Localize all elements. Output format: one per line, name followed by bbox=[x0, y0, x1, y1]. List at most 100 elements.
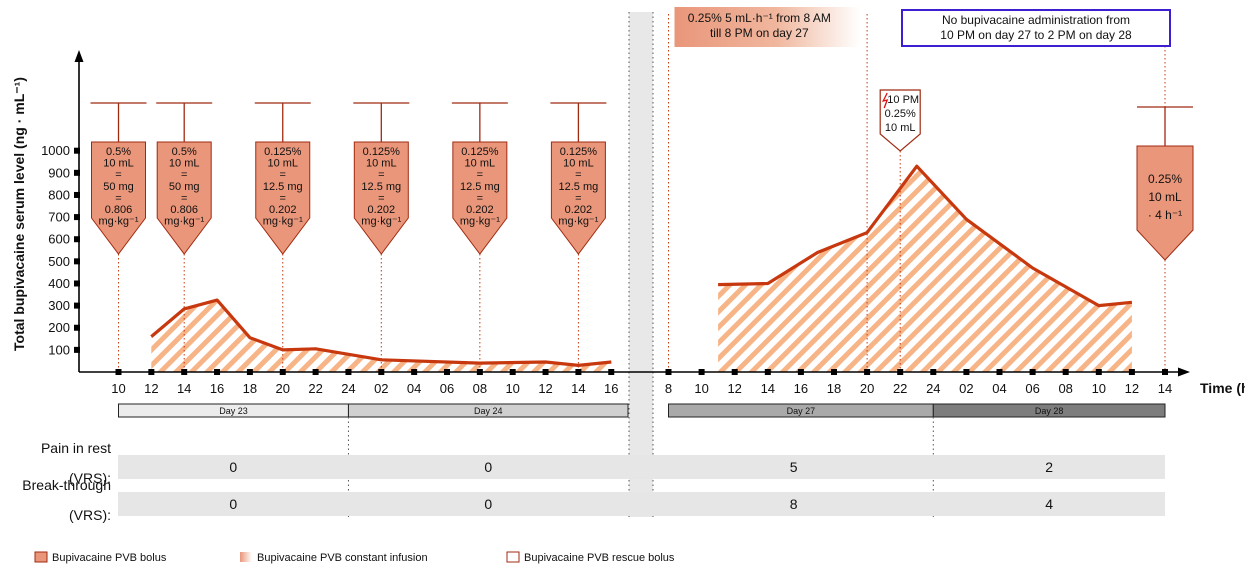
y-tick-label: 500 bbox=[48, 254, 70, 269]
x-tick-label: 16 bbox=[210, 381, 224, 396]
bolus-text: mg·kg⁻¹ bbox=[460, 216, 500, 228]
pain-value: 0 bbox=[484, 496, 492, 512]
bolus-text: = bbox=[280, 192, 286, 204]
bolus-text: 0.806 bbox=[170, 204, 198, 216]
y-tick-label: 200 bbox=[48, 320, 70, 335]
x-tick-label: 14 bbox=[1158, 381, 1172, 396]
legend-item-rescue: Bupivacaine PVB rescue bolus bbox=[506, 551, 675, 564]
pause-note-box bbox=[901, 9, 1171, 47]
infusion-area-2 bbox=[718, 166, 1132, 372]
x-tick-mark bbox=[797, 369, 804, 375]
rescue-bolus-text: 10 PM bbox=[887, 94, 919, 106]
x-tick-mark bbox=[115, 369, 122, 375]
bolus-text: = bbox=[181, 169, 187, 181]
bolus-box bbox=[156, 141, 212, 255]
bolus-text: 10 mL bbox=[1148, 190, 1182, 204]
bolus-text: mg·kg⁻¹ bbox=[98, 216, 138, 228]
x-tick-mark bbox=[764, 369, 771, 375]
y-axis-ticks: 100 200 300 400 500 600 700 800 900 1000 bbox=[41, 143, 80, 357]
pain-value: 8 bbox=[790, 496, 798, 512]
x-tick-label: 24 bbox=[926, 381, 940, 396]
x-tick-label: 14 bbox=[177, 381, 191, 396]
x-tick-label: 18 bbox=[827, 381, 841, 396]
x-tick-mark bbox=[930, 369, 937, 375]
legend-label: Bupivacaine PVB bolus bbox=[52, 552, 167, 564]
y-tick-label: 1000 bbox=[41, 143, 70, 158]
bolus-text: 0.202 bbox=[565, 204, 593, 216]
x-tick-mark bbox=[1128, 369, 1135, 375]
bolus-text: = bbox=[181, 192, 187, 204]
infusion-note-text: 0.25% 5 mL·h⁻¹ from 8 AM bbox=[688, 11, 831, 25]
x-tick-mark bbox=[1062, 369, 1069, 375]
bolus-text: mg·kg⁻¹ bbox=[361, 216, 401, 228]
bolus-text: 0.202 bbox=[368, 204, 396, 216]
pain-row-label: (VRS): bbox=[69, 470, 111, 486]
legend-swatch bbox=[34, 551, 48, 563]
x-tick-label: 10 bbox=[694, 381, 708, 396]
x-axis-arrow bbox=[1178, 367, 1190, 377]
y-tick-mark bbox=[74, 324, 80, 331]
y-tick-label: 800 bbox=[48, 187, 70, 202]
bolus-text: 10 mL bbox=[563, 158, 594, 170]
bolus-text: = bbox=[378, 192, 384, 204]
y-tick-label: 300 bbox=[48, 298, 70, 313]
x-tick-label: 04 bbox=[407, 381, 421, 396]
bolus-text: 10 mL bbox=[465, 158, 496, 170]
serum-level-lines bbox=[150, 164, 1133, 367]
bolus-text: = bbox=[115, 169, 121, 181]
bolus-text: 50 mg bbox=[103, 181, 134, 193]
y-tick-mark bbox=[74, 302, 80, 309]
x-tick-mark bbox=[312, 369, 319, 375]
pain-row-label: Break-through bbox=[22, 477, 111, 493]
bolus-text: = bbox=[477, 169, 483, 181]
x-tick-mark bbox=[246, 369, 253, 375]
pain-row-label: Pain in rest bbox=[41, 440, 111, 456]
gap-dashed-lines bbox=[628, 12, 654, 517]
pain-row-2: Break-through (VRS): 0 0 8 4 bbox=[22, 477, 1165, 523]
bolus-text: 12.5 mg bbox=[460, 181, 500, 193]
x-tick-label: 16 bbox=[794, 381, 808, 396]
day-label: Day 27 bbox=[787, 406, 816, 416]
x-tick-mark bbox=[1029, 369, 1036, 375]
x-tick-label: 12 bbox=[727, 381, 741, 396]
day-label: Day 24 bbox=[474, 406, 503, 416]
pain-row-band bbox=[118, 492, 1165, 516]
infusion-bolus-marker: 0.25% 10 mL · 4 h⁻¹ bbox=[1136, 106, 1194, 261]
legend-label: Bupivacaine PVB rescue bolus bbox=[524, 552, 675, 564]
bolus-text: = bbox=[115, 192, 121, 204]
bolus-text: 0.202 bbox=[466, 204, 494, 216]
bolus-text: 0.5% bbox=[172, 146, 197, 158]
day-bar-4 bbox=[932, 403, 1166, 418]
pain-value: 4 bbox=[1045, 496, 1053, 512]
bolus-text: · 4 h⁻¹ bbox=[1148, 208, 1182, 222]
x-tick-mark bbox=[279, 369, 286, 375]
legend-item-bolus: Bupivacaine PVB bolus bbox=[34, 551, 167, 564]
legend-item-infusion: Bupivacaine PVB constant infusion bbox=[240, 552, 428, 564]
x-tick-mark bbox=[1162, 369, 1168, 375]
bolus-text: = bbox=[280, 169, 286, 181]
x-tick-label: 06 bbox=[1025, 381, 1039, 396]
pain-value: 0 bbox=[229, 459, 237, 475]
x-tick-mark bbox=[897, 369, 904, 375]
x-tick-mark bbox=[698, 369, 705, 375]
pain-value: 0 bbox=[484, 459, 492, 475]
x-tick-mark bbox=[665, 369, 672, 375]
bolus-text: 0.25% bbox=[1148, 172, 1182, 186]
serum-level-line-2 bbox=[718, 164, 1133, 308]
y-tick-mark bbox=[74, 236, 80, 243]
x-tick-mark bbox=[963, 369, 970, 375]
bolus-text: 50 mg bbox=[169, 181, 200, 193]
x-tick-label: 12 bbox=[144, 381, 158, 396]
time-gap-band bbox=[629, 12, 653, 517]
pain-row-label: (VRS): bbox=[69, 507, 111, 523]
y-tick-mark bbox=[74, 280, 80, 287]
x-tick-mark bbox=[542, 369, 549, 375]
x-tick-mark bbox=[345, 369, 352, 375]
x-tick-mark bbox=[411, 369, 418, 375]
y-tick-mark bbox=[74, 258, 80, 265]
x-tick-mark bbox=[148, 369, 155, 375]
